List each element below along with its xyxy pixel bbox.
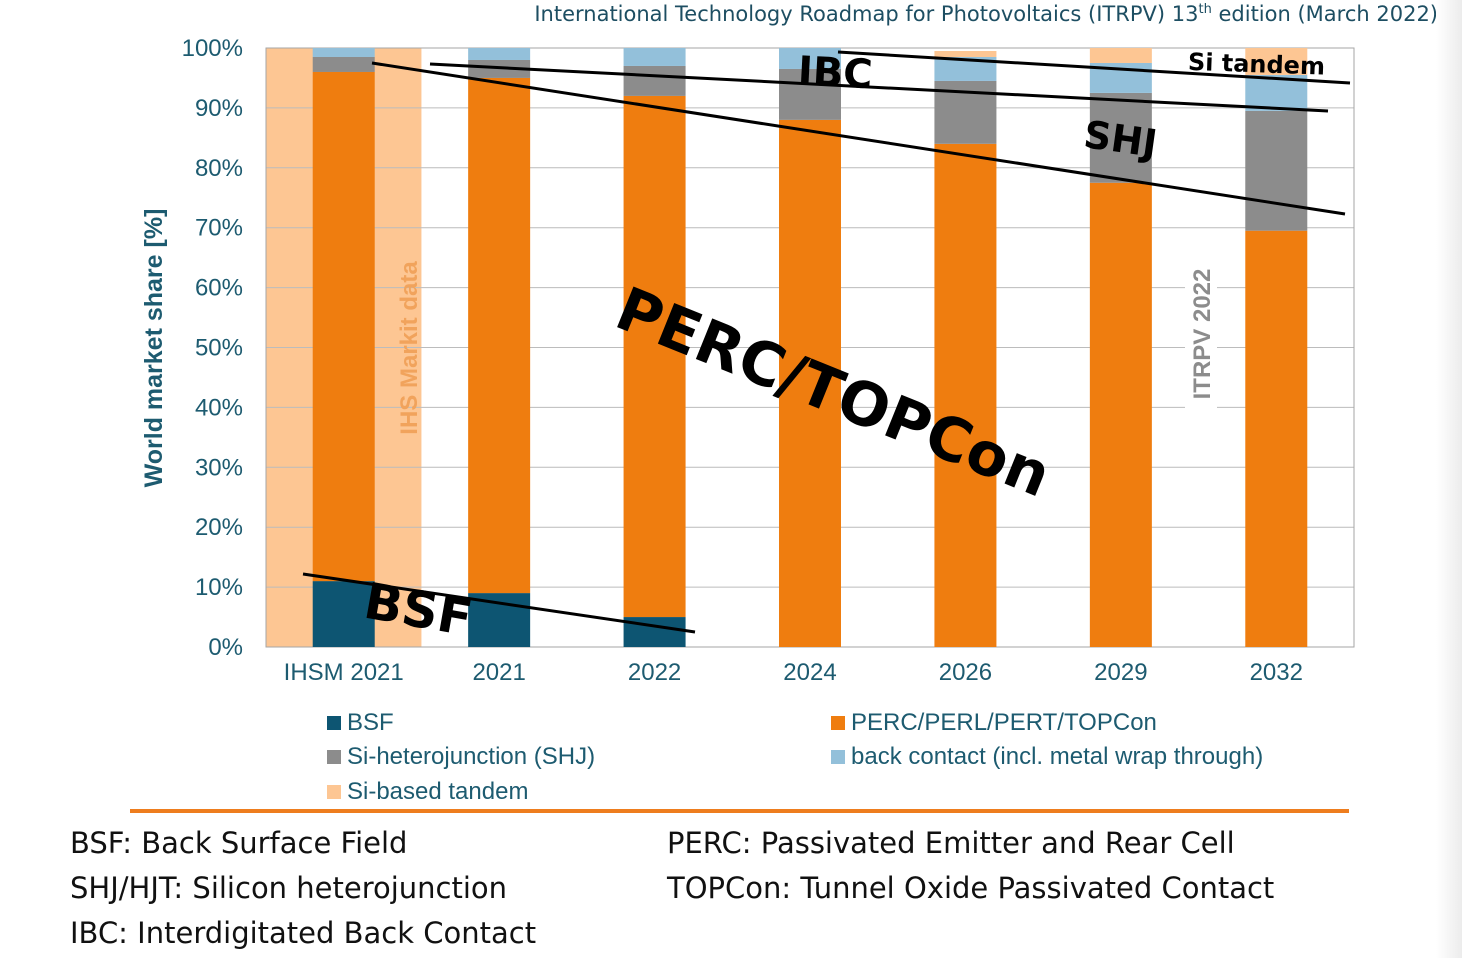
x-tick-label: IHSM 2021 bbox=[284, 659, 404, 686]
legend-item-back-contact: back contact (incl. metal wrap through) bbox=[831, 743, 1263, 771]
bar-segment bbox=[779, 48, 841, 69]
y-tick-label: 30% bbox=[195, 454, 243, 481]
bar-segment bbox=[1089, 182, 1152, 647]
bar-segment bbox=[312, 48, 375, 57]
legend-swatch-tandem bbox=[327, 785, 341, 799]
legend-swatch-back-contact bbox=[831, 750, 845, 764]
bar-segment bbox=[1245, 48, 1308, 75]
legend-item-shj: Si-heterojunction (SHJ) bbox=[327, 743, 595, 771]
bar-segment bbox=[623, 95, 686, 618]
x-tick-label: 2021 bbox=[472, 659, 525, 686]
bar-segment bbox=[623, 65, 686, 96]
y-tick-label: 50% bbox=[195, 335, 243, 362]
si-tandem-label: Si tandem bbox=[1187, 48, 1325, 81]
trend-line bbox=[429, 62, 1329, 113]
stacked-bar-chart: 0% 10% 20% 30% 40% 50% 60% 70% 80% 90% 100% IHSM 2… bbox=[140, 35, 1355, 686]
chart-bars bbox=[312, 48, 1308, 647]
bar-segment bbox=[468, 77, 531, 594]
y-tick-label: 20% bbox=[195, 514, 243, 541]
y-tick-label: 10% bbox=[195, 574, 243, 601]
bar-segment bbox=[934, 50, 997, 57]
y-axis-label: World market share [%] bbox=[140, 209, 168, 488]
x-tick-labels: IHSM 2021 2021 2022 2024 2026 2029 2032 bbox=[284, 659, 1303, 686]
definition-perc: PERC: Passivated Emitter and Rear Cell bbox=[667, 826, 1235, 860]
chart-notes: IHS Markit data ITRPV 2022 bbox=[396, 260, 1217, 435]
ihs-markit-note: IHS Markit data bbox=[396, 261, 423, 435]
x-tick-label: 2024 bbox=[783, 659, 836, 686]
y-tick-label: 100% bbox=[182, 35, 243, 62]
itrpv-note-bg bbox=[1185, 260, 1217, 408]
ibc-label: IBC bbox=[797, 48, 874, 98]
itrpv-note: ITRPV 2022 bbox=[1189, 269, 1216, 400]
y-tick-label: 80% bbox=[195, 155, 243, 182]
bar-segment bbox=[1089, 48, 1152, 63]
legend-item-perc: PERC/PERL/PERT/TOPCon bbox=[831, 709, 1157, 737]
y-tick-labels: 0% 10% 20% 30% 40% 50% 60% 70% 80% 90% 100% bbox=[182, 35, 243, 661]
chart-header-title: International Technology Roadmap for Pho… bbox=[534, 2, 1438, 26]
bar-segment bbox=[779, 68, 841, 120]
legend-swatch-perc bbox=[831, 716, 845, 730]
y-tick-label: 60% bbox=[195, 275, 243, 302]
y-tick-label: 0% bbox=[208, 634, 243, 661]
bar-segment bbox=[1245, 110, 1308, 231]
trend-lines bbox=[302, 50, 1351, 634]
definition-topcon: TOPCon: Tunnel Oxide Passivated Contact bbox=[667, 871, 1275, 905]
y-tick-label: 40% bbox=[195, 394, 243, 421]
bar-segment bbox=[1245, 230, 1308, 647]
legend-item-tandem: Si-based tandem bbox=[327, 778, 528, 806]
bar-segment bbox=[623, 48, 686, 66]
trend-line bbox=[837, 50, 1351, 85]
x-tick-label: 2032 bbox=[1250, 659, 1303, 686]
shj-label: SHJ bbox=[1081, 112, 1160, 166]
bar-segment bbox=[779, 119, 841, 647]
bar-segment bbox=[934, 143, 997, 647]
definition-shj: SHJ/HJT: Silicon heterojunction bbox=[70, 871, 508, 905]
y-tick-label: 90% bbox=[195, 95, 243, 122]
bar-segment bbox=[312, 71, 375, 582]
right-edge-shade bbox=[1436, 0, 1462, 958]
trend-line bbox=[371, 61, 1346, 216]
legend-item-bsf: BSF bbox=[327, 709, 394, 737]
bar-segment bbox=[1089, 92, 1152, 183]
definition-ibc: IBC: Interdigitated Back Contact bbox=[70, 916, 537, 950]
bar-segment bbox=[934, 56, 997, 81]
y-tick-label: 70% bbox=[195, 215, 243, 242]
bar-segment bbox=[312, 581, 375, 647]
legend-swatch-shj bbox=[327, 750, 341, 764]
trend-line bbox=[302, 572, 696, 634]
x-tick-label: 2029 bbox=[1094, 659, 1147, 686]
x-tick-label: 2022 bbox=[628, 659, 681, 686]
bar-segment bbox=[312, 56, 375, 72]
orange-divider bbox=[130, 809, 1349, 813]
x-tick-label: 2026 bbox=[939, 659, 992, 686]
legend-swatch-bsf bbox=[327, 716, 341, 730]
definition-bsf: BSF: Back Surface Field bbox=[70, 826, 408, 860]
bar-segment bbox=[468, 48, 531, 60]
